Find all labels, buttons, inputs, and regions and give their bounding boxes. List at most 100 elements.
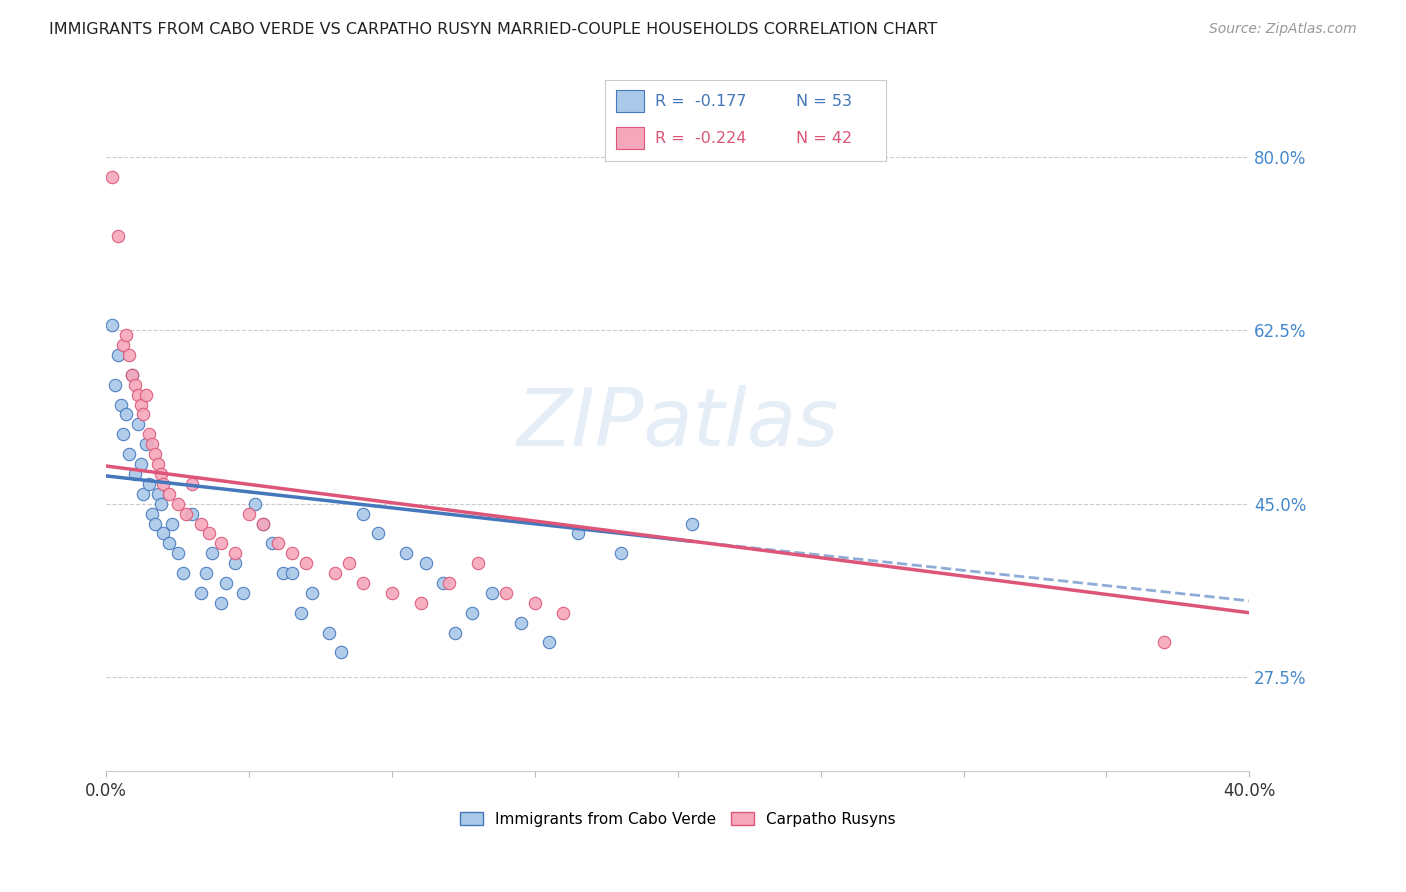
Point: [567, 526, 589, 541]
Point: [157, 487, 180, 501]
Point: [290, 606, 312, 620]
Text: Source: ZipAtlas.com: Source: ZipAtlas.com: [1209, 22, 1357, 37]
Point: [295, 556, 318, 570]
Point: [224, 546, 246, 560]
Point: [166, 497, 188, 511]
Point: [190, 516, 212, 531]
Point: [409, 596, 432, 610]
Point: [146, 487, 169, 501]
Point: [152, 526, 174, 541]
Point: [121, 368, 143, 382]
Point: [260, 536, 283, 550]
Point: [129, 457, 152, 471]
Point: [444, 625, 467, 640]
Point: [118, 447, 141, 461]
Point: [232, 586, 254, 600]
Point: [166, 546, 188, 560]
Point: [553, 606, 575, 620]
Point: [301, 586, 323, 600]
Legend: Immigrants from Cabo Verde, Carpatho Rusyns: Immigrants from Cabo Verde, Carpatho Rus…: [454, 805, 903, 833]
Point: [381, 586, 404, 600]
Point: [461, 606, 484, 620]
Point: [509, 615, 531, 630]
Point: [538, 635, 561, 649]
Point: [352, 576, 374, 591]
Point: [149, 497, 172, 511]
Point: [146, 457, 169, 471]
Point: [115, 328, 138, 343]
Point: [143, 447, 166, 461]
Point: [323, 566, 346, 580]
Point: [124, 377, 146, 392]
Point: [209, 596, 232, 610]
Point: [141, 437, 163, 451]
Point: [238, 507, 260, 521]
Point: [118, 348, 141, 362]
Point: [318, 625, 340, 640]
Point: [337, 556, 360, 570]
Text: ZIPatlas: ZIPatlas: [516, 385, 839, 464]
Point: [281, 566, 304, 580]
Point: [252, 516, 274, 531]
Point: [467, 556, 489, 570]
Text: R =  -0.177: R = -0.177: [655, 94, 747, 109]
Point: [127, 417, 149, 432]
Point: [215, 576, 238, 591]
Point: [267, 536, 290, 550]
Point: [352, 507, 374, 521]
Point: [190, 586, 212, 600]
Point: [157, 536, 180, 550]
Point: [609, 546, 631, 560]
Text: R =  -0.224: R = -0.224: [655, 130, 747, 145]
Point: [281, 546, 304, 560]
Point: [201, 546, 224, 560]
Point: [132, 408, 155, 422]
Point: [329, 645, 352, 659]
Point: [181, 476, 204, 491]
Point: [115, 408, 138, 422]
Point: [224, 556, 246, 570]
Point: [209, 536, 232, 550]
Point: [437, 576, 460, 591]
Text: IMMIGRANTS FROM CABO VERDE VS CARPATHO RUSYN MARRIED-COUPLE HOUSEHOLDS CORRELATI: IMMIGRANTS FROM CABO VERDE VS CARPATHO R…: [49, 22, 938, 37]
Point: [523, 596, 546, 610]
Point: [135, 387, 157, 401]
Point: [112, 427, 135, 442]
Point: [243, 497, 266, 511]
Point: [149, 467, 172, 481]
Point: [110, 398, 132, 412]
Point: [195, 566, 218, 580]
Point: [107, 229, 129, 244]
Point: [112, 338, 135, 352]
Point: [107, 348, 129, 362]
Point: [432, 576, 454, 591]
Point: [121, 368, 143, 382]
Point: [198, 526, 221, 541]
Point: [395, 546, 418, 560]
Point: [138, 427, 160, 442]
Point: [104, 377, 127, 392]
Point: [415, 556, 437, 570]
Point: [273, 566, 295, 580]
Point: [181, 507, 204, 521]
Point: [174, 507, 197, 521]
Point: [495, 586, 517, 600]
Point: [481, 586, 503, 600]
Point: [129, 398, 152, 412]
Text: N = 42: N = 42: [796, 130, 852, 145]
Point: [127, 387, 149, 401]
Point: [141, 507, 163, 521]
Point: [101, 169, 124, 184]
Point: [152, 476, 174, 491]
Bar: [616, 127, 644, 149]
Point: [101, 318, 124, 333]
Point: [143, 516, 166, 531]
Point: [132, 487, 155, 501]
Point: [681, 516, 703, 531]
Point: [135, 437, 157, 451]
Text: N = 53: N = 53: [796, 94, 852, 109]
Point: [252, 516, 274, 531]
Point: [124, 467, 146, 481]
Point: [1153, 635, 1175, 649]
Bar: [616, 90, 644, 112]
